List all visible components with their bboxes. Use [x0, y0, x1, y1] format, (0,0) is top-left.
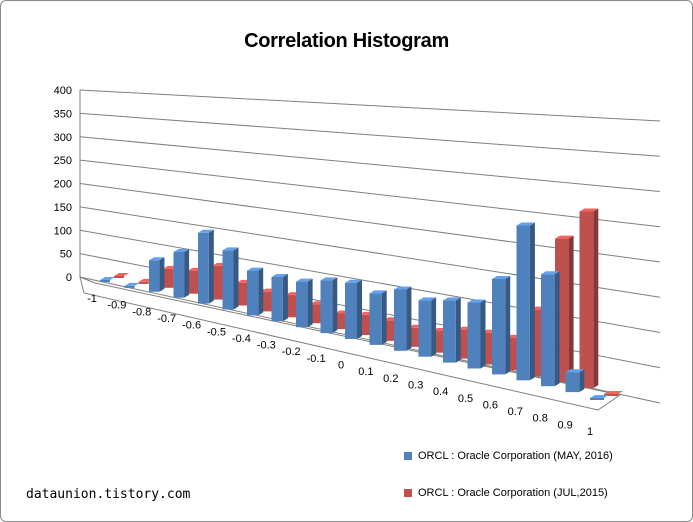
bar [222, 247, 239, 310]
x-tick-label: 0.6 [483, 399, 498, 411]
bar [149, 257, 165, 292]
y-tick-label: 350 [54, 108, 72, 120]
x-tick-label: 0.2 [383, 373, 398, 385]
bar [516, 222, 535, 381]
gridline [79, 112, 661, 157]
bar [296, 278, 313, 328]
chart-title: Correlation Histogram [244, 30, 449, 52]
x-tick-label: -0.2 [282, 346, 301, 358]
chart-floor [79, 276, 622, 411]
x-tick-label: 0.1 [358, 366, 373, 378]
bar [467, 299, 486, 369]
bar [541, 271, 560, 387]
x-tick-label: -0.7 [157, 313, 176, 325]
legend-label-jul-2015: ORCL : Oracle Corporation (JUL,2015) [418, 487, 608, 499]
bar [492, 275, 511, 375]
x-tick-label: -0.5 [207, 326, 226, 338]
y-tick-label: 400 [54, 85, 72, 97]
x-tick-label: -0.3 [257, 340, 276, 352]
bar [173, 248, 190, 298]
y-tick-label: 0 [66, 272, 72, 284]
gridline [79, 89, 661, 122]
bar [443, 297, 461, 363]
x-tick-label: -0.6 [182, 320, 201, 332]
x-tick-label: -0.8 [132, 306, 151, 318]
x-tick-label: 0.7 [508, 406, 523, 418]
x-tick-label: 1 [587, 426, 593, 438]
bar [565, 369, 585, 393]
bar [100, 277, 115, 282]
y-tick-label: 300 [54, 132, 72, 144]
x-tick-label: -0.1 [307, 353, 326, 365]
x-tick-label: 0 [338, 360, 344, 372]
x-tick-label: 0.4 [433, 386, 448, 398]
bar [247, 267, 264, 316]
x-tick-label: -0.4 [232, 333, 251, 345]
y-tick-label: 200 [54, 179, 72, 191]
legend-entry-may-2016: ORCL : Oracle Corporation (MAY, 2016) [404, 450, 613, 462]
bar [579, 208, 599, 389]
gridline [79, 136, 661, 192]
legend-swatch-blue [404, 452, 412, 460]
bar [345, 279, 362, 339]
gridline [79, 159, 661, 228]
x-tick-label: 0.5 [458, 393, 473, 405]
x-tick-label: 0.8 [533, 413, 548, 425]
legend-entry-jul-2015: ORCL : Oracle Corporation (JUL,2015) [404, 487, 608, 499]
x-tick-label: 0.3 [408, 379, 423, 391]
bar [271, 273, 288, 322]
bar [124, 282, 140, 288]
legend-swatch-red [404, 489, 412, 497]
x-tick-label: -0.9 [107, 300, 126, 312]
x-tick-label: 0.9 [557, 419, 572, 431]
bar [198, 229, 214, 304]
y-tick-label: 50 [60, 249, 72, 261]
series-may-2016 [100, 222, 609, 400]
y-tick-label: 250 [54, 155, 72, 167]
bar [320, 277, 338, 334]
y-tick-label: 150 [54, 202, 72, 214]
y-tick-label: 100 [54, 225, 72, 237]
bar [394, 286, 412, 351]
bar [418, 297, 437, 357]
bar [604, 391, 623, 396]
x-tick-label: -1 [87, 293, 97, 305]
bar [114, 273, 129, 278]
legend-label-may-2016: ORCL : Oracle Corporation (MAY, 2016) [418, 450, 613, 462]
bar [369, 290, 387, 345]
watermark-text: dataunion.tistory.com [26, 487, 191, 502]
bar [590, 395, 609, 400]
